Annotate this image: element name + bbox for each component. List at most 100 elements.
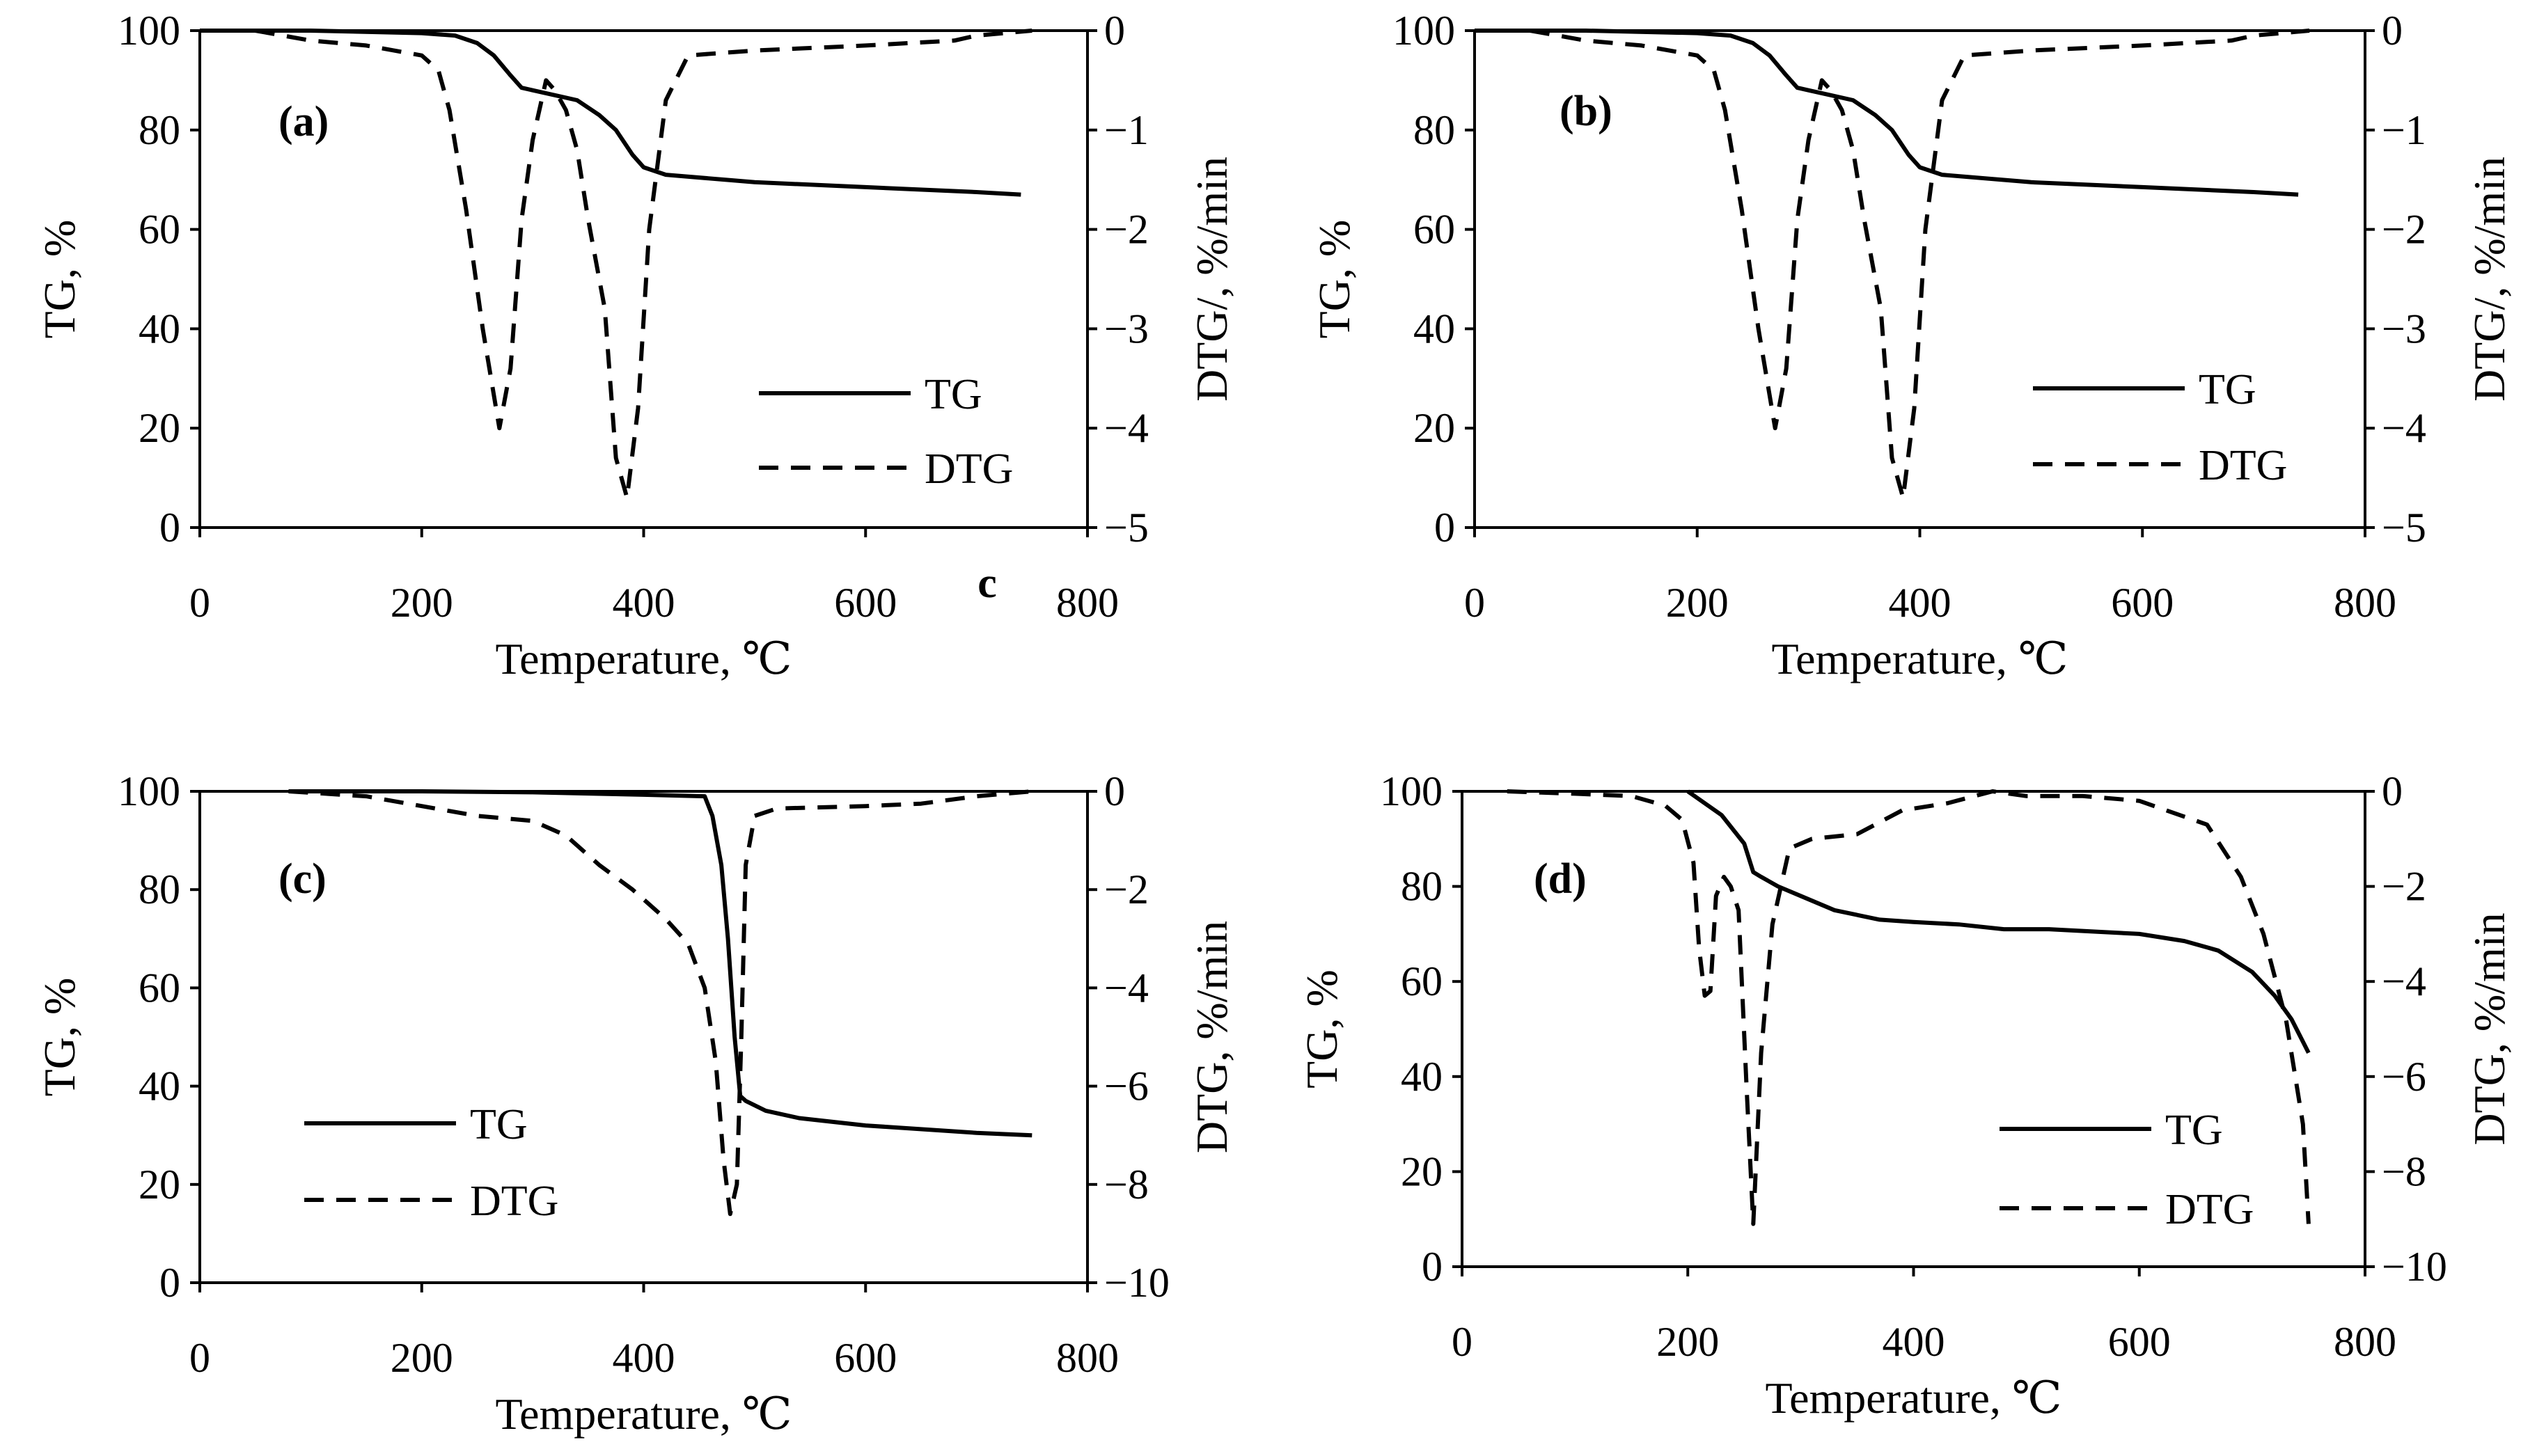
y2-tick-label: −4 [2382,958,2426,1004]
y2-tick-label: −8 [1104,1162,1149,1208]
y-axis-title: TG, % [1297,970,1346,1089]
x-tick-label: 800 [1056,580,1119,626]
x-axis-title: Temperature, ℃ [495,634,792,683]
y-tick-label: 40 [1413,306,1455,351]
x-tick-label: 400 [1889,580,1951,626]
tg-series-line [288,789,1032,1138]
chart-panel-2: 0 200 400 600 800 0 20 40 60 80 100 −5 −4 −3 −2 −1 0 Temp… [1310,8,2514,683]
legend-tg-label: TG [925,371,982,418]
x-axis-title: Temperature, ℃ [1771,634,2068,683]
y-tick-label: 0 [159,1260,180,1306]
y2-tick-label: −10 [1104,1260,1170,1306]
y-axis-title: TG, % [1310,220,1359,339]
y-tick-label: 0 [159,505,180,551]
legend-dtg-label: DTG [2199,442,2287,489]
x-tick-label: 200 [391,1335,453,1381]
x-tick-label: 600 [834,1335,897,1381]
chart-panel-3: 0 200 400 600 800 0 20 40 60 80 100 −10 −8 −6 −4 −2 0 Tem… [35,768,1236,1439]
x-tick-label: 0 [1452,1319,1472,1365]
y-tick-label: 100 [1380,768,1443,814]
legend-tg-label: TG [2199,366,2256,413]
y-tick-label: 100 [1392,8,1455,54]
x-axis-title: Temperature, ℃ [495,1389,792,1439]
panel-label: (a) [278,98,329,145]
panel-label: (b) [1560,88,1612,135]
y-tick-label: 60 [1413,207,1455,253]
plot-frame [198,790,1089,1284]
legend-tg-label: TG [2165,1107,2223,1154]
y-tick-label: 20 [139,405,180,451]
panel-label: (c) [278,855,327,903]
y-tick-label: 20 [1401,1148,1443,1194]
y-tick-label: 20 [1413,405,1455,451]
y-tick-label: 80 [1413,107,1455,153]
y2-tick-label: 0 [2382,768,2403,814]
dtg-series-line [1507,789,2311,1226]
x-tick-label: 600 [834,580,897,626]
y-tick-label: 0 [1434,505,1455,551]
y-tick-label: 40 [139,306,180,351]
x-tick-label: 800 [2334,1319,2396,1365]
y2-tick-label: −4 [1104,405,1149,451]
y2-tick-label: −2 [2382,864,2426,910]
legend-tg-label: TG [470,1101,528,1148]
x-axis-title: Temperature, ℃ [1765,1373,2061,1423]
x-tick-label: 400 [613,580,675,626]
chart-panel-4: 0 200 400 600 800 0 20 40 60 80 100 −10 −8 −6 −4 −2 0 Tem… [1297,768,2514,1423]
tg-series-line [1686,789,2311,1054]
legend-dtg-label: DTG [470,1178,558,1225]
y2-tick-label: −1 [1104,107,1149,153]
y2-tick-label: 0 [1104,768,1125,814]
y-tick-label: 80 [139,107,180,153]
y2-axis-title: DTG/, %/min [2465,157,2514,402]
x-tick-label: 600 [2108,1319,2171,1365]
x-tick-label: 400 [1883,1319,1945,1365]
y-tick-label: 40 [139,1063,180,1109]
y-tick-label: 60 [139,965,180,1011]
y-axis-title: TG, % [35,220,84,339]
y2-tick-label: −6 [1104,1063,1149,1109]
dtg-series-line [255,29,1032,500]
x-tick-label: 0 [189,580,210,626]
x-tick-label: 800 [2334,580,2396,626]
y-tick-label: 60 [1401,958,1443,1004]
chart-panel-1: 0 200 400 600 800 0 20 40 60 80 100 −5 −4 −3 −2 −1 0 Temp… [35,8,1236,683]
y2-tick-label: −5 [2382,505,2426,551]
y2-tick-label: −5 [1104,505,1149,551]
y-tick-label: 60 [139,207,180,253]
y2-tick-label: −8 [2382,1148,2426,1194]
tg-series-line [1475,29,2299,197]
y2-tick-label: −6 [2382,1054,2426,1100]
x-tick-label: 200 [1666,580,1729,626]
y-tick-label: 40 [1401,1054,1443,1100]
y2-tick-label: 0 [2382,8,2403,54]
y2-tick-label: −4 [1104,965,1149,1011]
y2-tick-label: −1 [2382,107,2426,153]
x-tick-label: 0 [1464,580,1485,626]
x-tick-label: 0 [189,1335,210,1381]
y2-tick-label: −3 [1104,306,1149,351]
y-tick-label: 0 [1422,1244,1443,1290]
x-tick-label: 200 [391,580,453,626]
y2-tick-label: −3 [2382,306,2426,351]
legend-dtg-label: DTG [2165,1186,2254,1233]
y2-tick-label: −2 [2382,207,2426,253]
x-tick-label: 400 [613,1335,675,1381]
dtg-series-line [288,789,1032,1217]
y2-axis-title: DTG/, %/min [1187,157,1236,402]
tg-series-line [200,29,1021,197]
x-tick-label: 600 [2111,580,2174,626]
dtg-series-line [1530,29,2310,500]
y-axis-title: TG, % [35,978,84,1097]
x-tick-label: 800 [1056,1335,1119,1381]
y2-axis-title: DTG, %/min [1187,921,1236,1153]
x-tick-label: 200 [1656,1319,1719,1365]
legend-dtg-label: DTG [925,445,1013,493]
y2-tick-label: −10 [2382,1244,2447,1290]
panel-label: (d) [1534,855,1587,903]
y2-tick-label: −2 [1104,207,1149,253]
y2-tick-label: 0 [1104,8,1125,54]
y-tick-label: 100 [118,8,180,54]
y-tick-label: 20 [139,1162,180,1208]
